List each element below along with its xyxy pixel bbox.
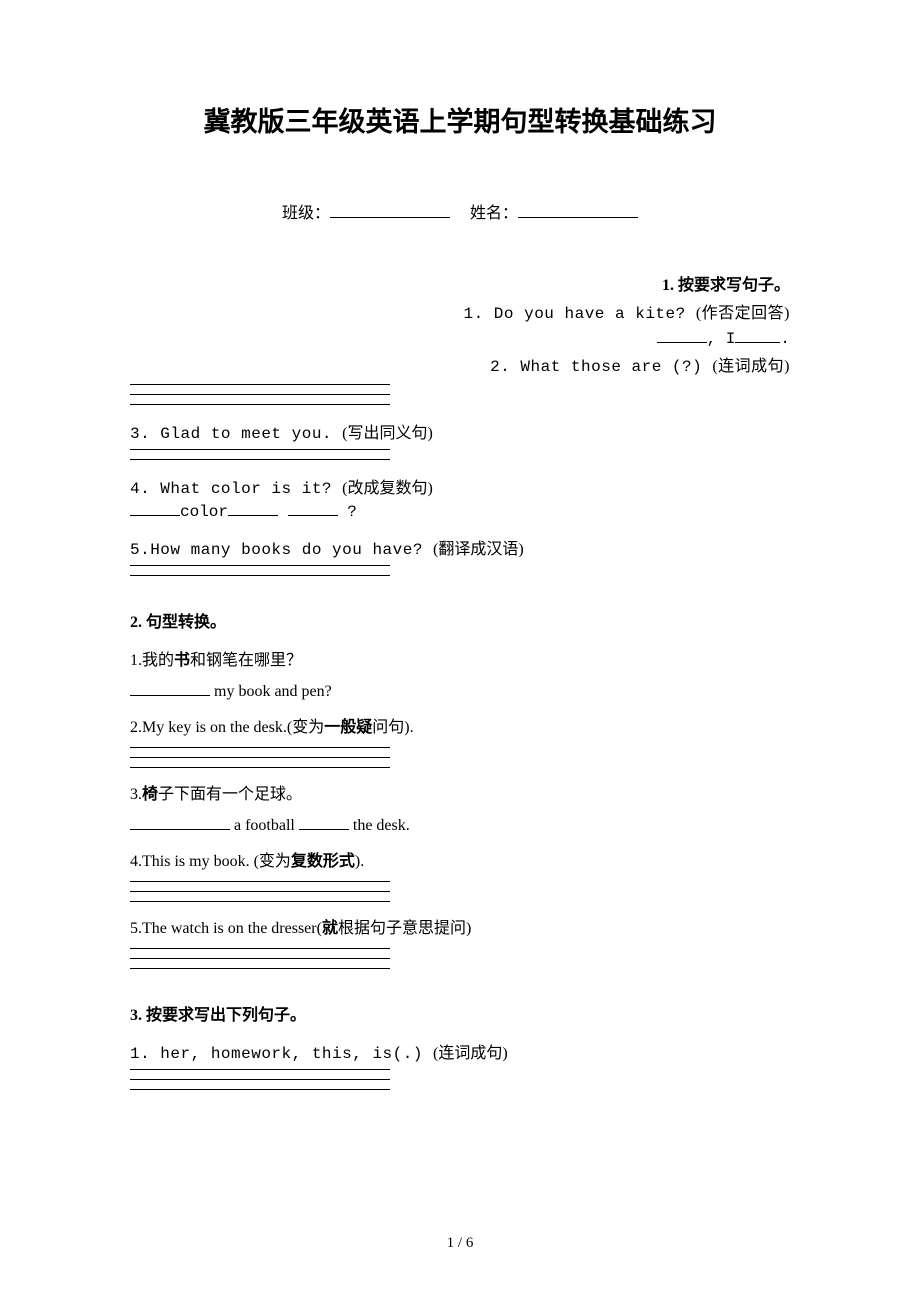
document-title: 冀教版三年级英语上学期句型转换基础练习: [130, 100, 790, 139]
s2-q2: 2.My key is on the desk.(变为一般疑问句).: [130, 713, 790, 737]
class-blank: [330, 202, 450, 218]
blank: [657, 327, 707, 343]
answer-line: [130, 1065, 390, 1070]
blank: [288, 500, 338, 516]
blank: [299, 814, 349, 830]
answer-line: [130, 400, 390, 405]
answer-line: [130, 1075, 390, 1080]
section2-heading: 2. 句型转换。: [130, 608, 790, 632]
s1-q2: 2. What those are (?) (连词成句): [130, 352, 790, 376]
answer-line: [130, 380, 390, 385]
answer-line: [130, 964, 390, 969]
blank: [130, 500, 180, 516]
answer-line: [130, 743, 390, 748]
s2-q3-fill: a football the desk.: [130, 814, 790, 835]
answer-line: [130, 954, 390, 959]
meta-line: 班级： 姓名：: [130, 199, 790, 223]
answer-line: [130, 390, 390, 395]
s2-q1-fill: my book and pen?: [130, 680, 790, 701]
answer-line: [130, 887, 390, 892]
s1-q1: 1. Do you have a kite? (作否定回答): [130, 299, 790, 323]
blank: [130, 680, 210, 696]
blank: [130, 814, 230, 830]
blank: [228, 500, 278, 516]
s3-q1: 1. her, homework, this, is(.) (连词成句): [130, 1039, 790, 1063]
answer-line: [130, 455, 390, 460]
s1-q3: 3. Glad to meet you. (写出同义句): [130, 419, 790, 443]
s2-q5: 5.The watch is on the dresser(就根据句子意思提问): [130, 914, 790, 938]
s1-q5: 5.How many books do you have? (翻译成汉语): [130, 535, 790, 559]
answer-line: [130, 561, 390, 566]
s2-q1: 1.我的书和钢笔在哪里？: [130, 646, 790, 670]
answer-line: [130, 445, 390, 450]
answer-line: [130, 877, 390, 882]
answer-line: [130, 753, 390, 758]
section1-heading: 1. 按要求写句子。: [662, 277, 790, 294]
answer-line: [130, 763, 390, 768]
name-blank: [518, 202, 638, 218]
answer-line: [130, 1085, 390, 1090]
s2-q3: 3.椅子下面有一个足球。: [130, 780, 790, 804]
answer-line: [130, 944, 390, 949]
blank: [735, 327, 780, 343]
s2-q4: 4.This is my book. (变为复数形式).: [130, 847, 790, 871]
class-label: 班级：: [282, 205, 330, 222]
answer-line: [130, 897, 390, 902]
s1-q4: 4. What color is it? (改成复数句): [130, 474, 790, 498]
page-number: 1 / 6: [0, 1235, 920, 1252]
name-label: 姓名：: [470, 205, 518, 222]
section3-heading: 3. 按要求写出下列句子。: [130, 1001, 790, 1025]
answer-line: [130, 571, 390, 576]
s1-q1-answer: , I.: [130, 327, 790, 348]
s1-q4-fill: color ?: [130, 500, 790, 521]
